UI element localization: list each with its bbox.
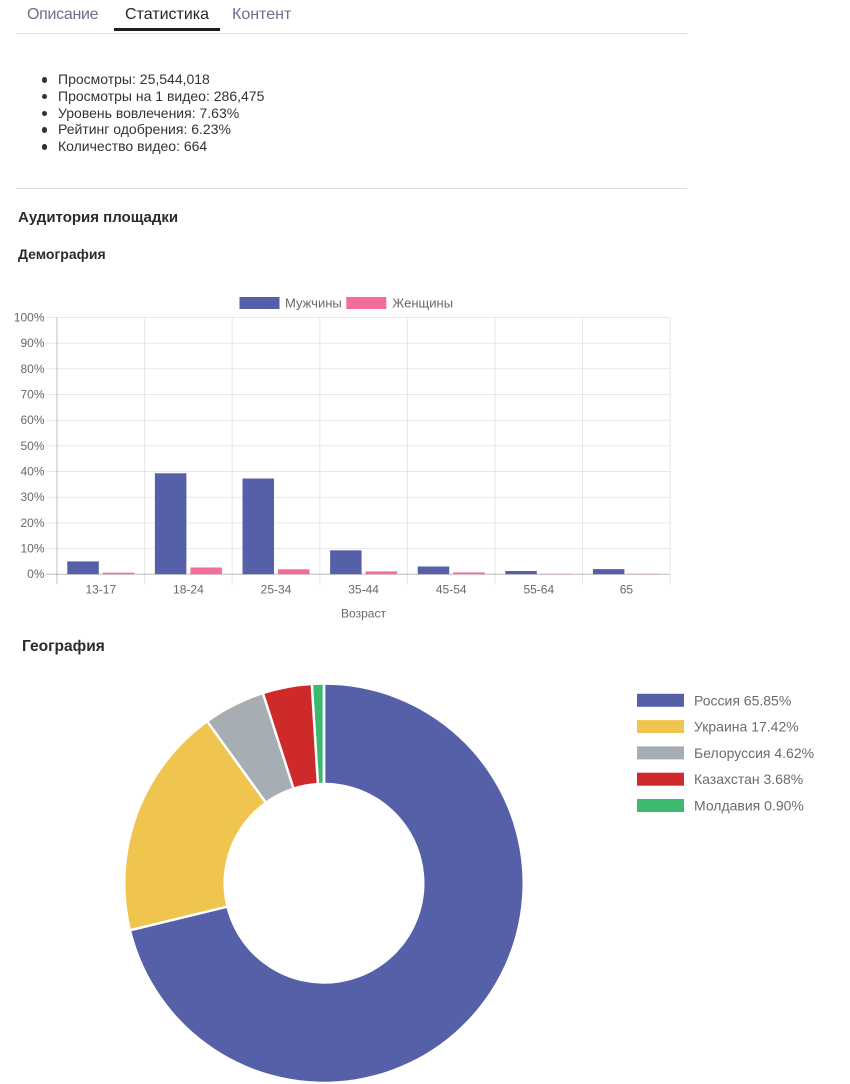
svg-text:Женщины: Женщины [392, 296, 453, 311]
svg-text:Молдавия 0.90%: Молдавия 0.90% [694, 798, 804, 814]
svg-text:50%: 50% [20, 439, 44, 453]
svg-text:Мужчины: Мужчины [285, 296, 342, 311]
svg-text:Возраст: Возраст [341, 607, 386, 621]
svg-text:35-44: 35-44 [348, 583, 379, 597]
svg-text:100%: 100% [14, 311, 45, 325]
svg-text:20%: 20% [20, 516, 44, 530]
svg-text:45-54: 45-54 [436, 583, 467, 597]
svg-text:Казахстан 3.68%: Казахстан 3.68% [694, 771, 803, 787]
svg-text:40%: 40% [20, 465, 44, 479]
svg-text:30%: 30% [20, 490, 44, 504]
svg-text:10%: 10% [20, 542, 44, 556]
svg-text:0%: 0% [27, 567, 45, 581]
svg-text:60%: 60% [20, 413, 44, 427]
svg-text:80%: 80% [20, 362, 44, 376]
svg-text:13-17: 13-17 [85, 583, 116, 597]
svg-text:70%: 70% [20, 388, 44, 402]
svg-text:25-34: 25-34 [261, 583, 292, 597]
svg-text:Белоруссия 4.62%: Белоруссия 4.62% [694, 745, 814, 761]
svg-text:90%: 90% [20, 336, 44, 350]
svg-text:18-24: 18-24 [173, 583, 204, 597]
svg-text:Россия 65.85%: Россия 65.85% [694, 692, 791, 708]
svg-text:Украина 17.42%: Украина 17.42% [694, 719, 799, 735]
svg-text:55-64: 55-64 [523, 583, 554, 597]
svg-text:65: 65 [620, 583, 634, 597]
